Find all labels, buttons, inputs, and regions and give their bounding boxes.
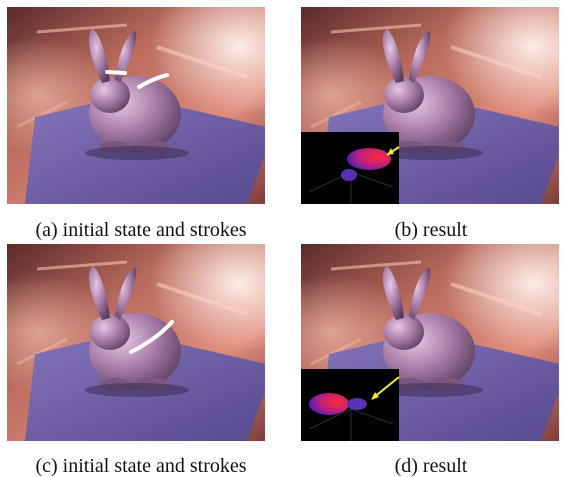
caption-d: (d) result [394, 455, 468, 477]
panel-c-image [7, 244, 265, 441]
panel-a-image [7, 7, 265, 204]
caption-a: (a) initial state and strokes [35, 219, 247, 241]
caption-b: (b) result [394, 219, 468, 241]
panel-b-image [301, 7, 559, 204]
stroke-head [105, 70, 127, 75]
caption-c: (c) initial state and strokes [35, 455, 247, 477]
stroke-back [137, 73, 169, 89]
inset-lobe-plot [301, 132, 400, 204]
panel-d-image [301, 244, 559, 441]
yellow-arrow [372, 376, 400, 399]
inset-lobe-plot [301, 369, 400, 441]
stroke-long [129, 320, 174, 354]
